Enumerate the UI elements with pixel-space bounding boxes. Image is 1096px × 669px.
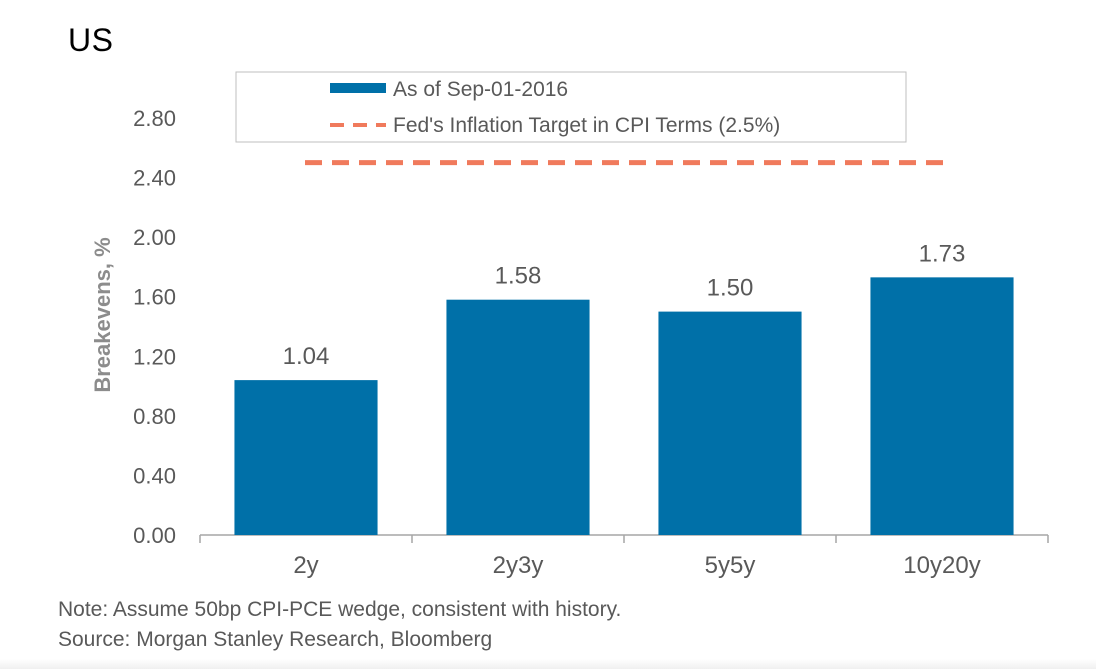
data-label: 1.50: [707, 275, 754, 302]
y-tick-label: 1.20: [133, 344, 176, 369]
chart-note: Note: Assume 50bp CPI-PCE wedge, consist…: [58, 598, 622, 621]
page-title: US: [68, 22, 114, 58]
x-axis: 2y 2y3y 5y5y 10y20y: [199, 534, 1049, 579]
legend-label-bar: As of Sep-01-2016: [393, 78, 568, 101]
y-tick-label: 1.60: [133, 285, 176, 310]
legend-swatch-bar: [330, 83, 386, 93]
x-tick-label: 2y3y: [493, 552, 544, 579]
y-tick-label: 2.80: [133, 106, 176, 131]
bar: [234, 380, 378, 535]
bar: [870, 277, 1014, 535]
x-tick-label: 2y: [293, 552, 318, 579]
legend-label-target: Fed's Inflation Target in CPI Terms (2.5…: [393, 114, 780, 137]
y-tick-label: 0.40: [133, 463, 176, 488]
bar-chart: 0.00 0.40 0.80 1.20 1.60 2.00 2.40 2.80 2y 2y3y 5…: [90, 71, 1049, 579]
legend: As of Sep-01-2016 Fed's Inflation Target …: [235, 71, 907, 143]
y-tick-label: 0.00: [133, 523, 176, 548]
bottom-edge: [0, 659, 1096, 669]
data-label: 1.04: [283, 343, 330, 370]
data-label: 1.73: [919, 240, 966, 267]
x-tick-label: 10y20y: [903, 552, 980, 579]
data-label: 1.58: [495, 263, 542, 290]
y-tick-label: 2.40: [133, 166, 176, 191]
y-axis-label: Breakevens, %: [90, 237, 115, 392]
y-axis: 0.00 0.40 0.80 1.20 1.60 2.00 2.40 2.80: [133, 106, 176, 548]
x-tick-label: 5y5y: [705, 552, 756, 579]
chart-source: Source: Morgan Stanley Research, Bloombe…: [58, 628, 493, 651]
y-tick-label: 2.00: [133, 225, 176, 250]
bar: [658, 311, 802, 535]
bars: 1.04 1.58 1.50 1.73: [234, 240, 1014, 535]
y-tick-label: 0.80: [133, 404, 176, 429]
bar: [446, 299, 590, 535]
